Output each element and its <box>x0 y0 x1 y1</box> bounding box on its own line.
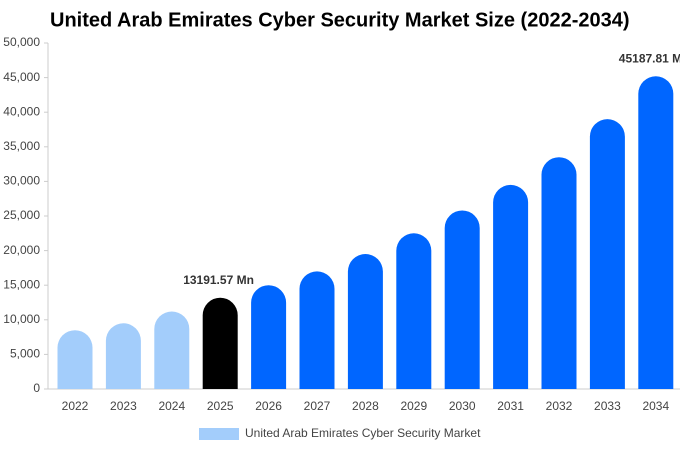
x-tick-label: 2034 <box>642 399 669 413</box>
bar <box>202 297 238 389</box>
y-tick-label: 15,000 <box>3 277 40 291</box>
y-tick-label: 25,000 <box>3 208 40 222</box>
bar <box>541 157 577 389</box>
y-tick-label: 50,000 <box>3 35 40 49</box>
x-tick-label: 2030 <box>449 399 476 413</box>
bar <box>105 323 141 389</box>
y-tick-label: 30,000 <box>3 174 40 188</box>
x-tick-label: 2032 <box>546 399 573 413</box>
bar <box>251 285 287 389</box>
x-tick-label: 2029 <box>400 399 427 413</box>
bar <box>347 254 383 389</box>
legend-label: United Arab Emirates Cyber Security Mark… <box>245 426 481 440</box>
chart-title: United Arab Emirates Cyber Security Mark… <box>50 9 630 31</box>
y-tick-label: 10,000 <box>3 312 40 326</box>
y-tick-label: 35,000 <box>3 139 40 153</box>
x-tick-label: 2023 <box>110 399 137 413</box>
data-label: 45187.81 Mn <box>619 51 680 65</box>
bar <box>57 330 93 389</box>
bar <box>444 210 480 389</box>
bar <box>589 119 625 390</box>
x-tick-label: 2024 <box>158 399 185 413</box>
bar <box>638 76 674 389</box>
x-tick-label: 2031 <box>497 399 524 413</box>
y-tick-label: 40,000 <box>3 104 40 118</box>
x-tick-label: 2026 <box>255 399 282 413</box>
y-tick-label: 45,000 <box>3 70 40 84</box>
x-tick-label: 2028 <box>352 399 379 413</box>
y-tick-label: 20,000 <box>3 243 40 257</box>
x-tick-label: 2027 <box>304 399 331 413</box>
x-tick-label: 2022 <box>62 399 89 413</box>
y-tick-label: 0 <box>33 381 40 395</box>
bar <box>154 311 190 389</box>
y-tick-label: 5,000 <box>10 347 40 361</box>
x-tick-label: 2033 <box>594 399 621 413</box>
bar <box>396 233 432 389</box>
bar <box>299 271 335 389</box>
data-label: 13191.57 Mn <box>183 273 254 287</box>
legend-swatch <box>199 428 239 440</box>
bar <box>493 184 529 389</box>
x-tick-label: 2025 <box>207 399 234 413</box>
